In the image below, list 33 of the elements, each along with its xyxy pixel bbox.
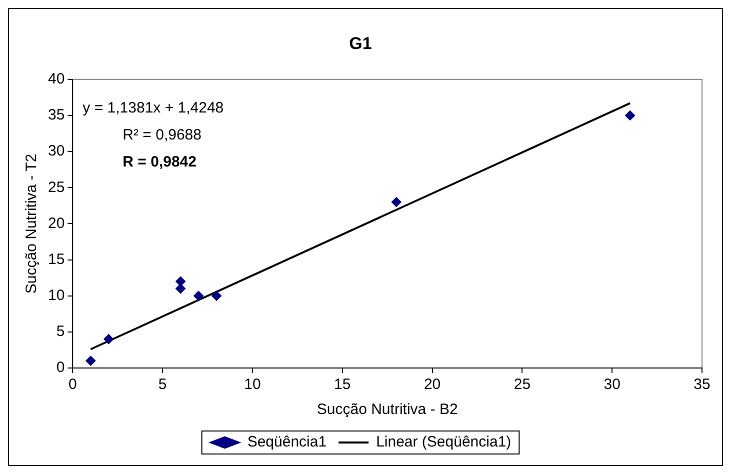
y-tick-label: 15 [48, 250, 65, 268]
x-tick-label: 35 [694, 376, 710, 394]
point [625, 110, 636, 120]
annotation: R² = 0,9688 [122, 126, 202, 144]
x-tick-label: 20 [424, 376, 441, 394]
chart-title: G1 [349, 34, 372, 53]
x-tick-label: 5 [158, 376, 167, 394]
legend-label: Seqüência1 [247, 434, 327, 451]
x-axis-title: Sucção Nutritiva - B2 [316, 401, 458, 418]
y-tick-label: 35 [48, 106, 65, 124]
y-tick-label: 25 [48, 178, 65, 196]
annotation: y = 1,1381x + 1,4248 [82, 100, 224, 117]
x-tick-label: 0 [68, 376, 77, 394]
y-tick-label: 10 [48, 286, 65, 304]
x-tick-label: 10 [244, 376, 261, 394]
x-tick-label: 15 [334, 376, 351, 394]
point [212, 290, 222, 301]
x-tick-label: 30 [604, 376, 620, 394]
point [86, 356, 96, 366]
annotation: R = 0,9842 [122, 154, 196, 171]
point [176, 276, 186, 286]
point [194, 290, 204, 301]
y-tick-label: 30 [48, 142, 65, 160]
y-axis-title: Sucção Nutritiva - T2 [23, 154, 40, 294]
y-tick-label: 5 [56, 323, 65, 340]
x-tick-label: 25 [514, 376, 531, 394]
y-tick-label: 0 [56, 359, 65, 376]
legend-label: Linear (Seqüência1) [376, 434, 512, 451]
y-tick-label: 20 [48, 214, 65, 232]
point [104, 334, 114, 344]
point [391, 197, 402, 208]
y-tick-label: 40 [48, 70, 65, 88]
point [176, 284, 186, 294]
